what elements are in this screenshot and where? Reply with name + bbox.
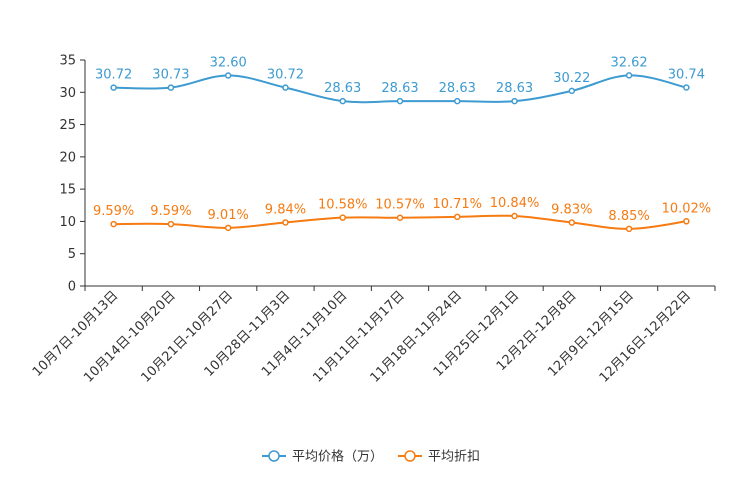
series-1: 30.72 30.73 32.60 30.72 28.63 28.63 28.63 28.63…: [95, 55, 705, 105]
data-point: [511, 97, 518, 105]
data-point: [396, 97, 404, 105]
series-layer: 30.72 30.73 32.60 30.72 28.63 28.63 28.63 28.63…: [93, 55, 712, 233]
data-point: [282, 219, 289, 226]
data-label: 9.84%: [265, 202, 306, 217]
data-label: 32.62: [610, 55, 647, 70]
data-label: 10.58%: [318, 198, 368, 213]
data-label: 10.71%: [432, 197, 482, 212]
data-point: [167, 84, 175, 91]
data-label: 9.01%: [208, 208, 249, 223]
legend-label: 平均价格（万）: [292, 449, 383, 465]
data-point: [683, 84, 690, 91]
legend-marker: [268, 450, 280, 462]
data-label: 30.72: [95, 68, 132, 83]
data-label: 30.22: [553, 71, 590, 86]
data-label: 28.63: [496, 81, 533, 96]
data-label: 30.74: [668, 68, 705, 83]
data-label: 8.85%: [608, 209, 649, 224]
x-axis: 10月7日-10月13日10月14日-10月20日10月21日-10月27日10…: [30, 285, 716, 386]
data-point: [454, 213, 461, 221]
legend-item-1: 平均价格（万）: [262, 449, 383, 465]
y-tick-label: 10: [59, 215, 76, 230]
data-point: [339, 214, 346, 221]
data-point: [224, 224, 232, 232]
y-tick-label: 0: [68, 280, 76, 295]
data-point: [396, 214, 404, 221]
data-point: [454, 97, 461, 105]
series-2: 9.59% 9.59% 9.01% 9.84% 10.58% 10.57% 10.71% 10…: [93, 196, 712, 233]
data-point: [339, 97, 346, 105]
data-label: 30.73: [152, 68, 189, 83]
y-tick-label: 5: [68, 247, 76, 262]
data-label: 10.02%: [662, 201, 712, 216]
data-label: 28.63: [381, 81, 418, 96]
data-point: [167, 220, 175, 228]
data-point: [568, 87, 576, 95]
data-point: [625, 225, 633, 233]
data-point: [625, 72, 633, 79]
data-label: 32.60: [210, 55, 247, 70]
legend-item-2: 平均折扣: [398, 450, 480, 465]
data-point: [110, 220, 117, 228]
data-point: [282, 84, 289, 91]
data-label: 9.83%: [551, 203, 592, 218]
data-label: 28.63: [439, 81, 476, 96]
data-point: [511, 212, 518, 220]
y-tick-label: 35: [59, 54, 76, 69]
y-tick-label: 25: [59, 118, 76, 133]
data-label: 9.59%: [93, 204, 134, 219]
legend-marker: [404, 450, 416, 462]
data-label: 9.59%: [150, 204, 191, 219]
data-point: [683, 218, 690, 225]
data-label: 28.63: [324, 81, 361, 96]
data-label: 30.72: [267, 68, 304, 83]
legend-label: 平均折扣: [428, 450, 480, 465]
y-tick-label: 30: [59, 86, 76, 101]
legend: 平均价格（万） 平均折扣: [262, 449, 480, 465]
y-axis: 0 5 10 15 20 25 30 35: [59, 54, 86, 295]
y-tick-label: 20: [59, 150, 76, 165]
y-tick-label: 15: [59, 183, 76, 198]
data-label: 10.84%: [490, 196, 540, 211]
data-label: 10.57%: [375, 198, 425, 213]
data-point: [224, 72, 232, 79]
data-point: [568, 219, 576, 226]
data-point: [110, 84, 117, 91]
